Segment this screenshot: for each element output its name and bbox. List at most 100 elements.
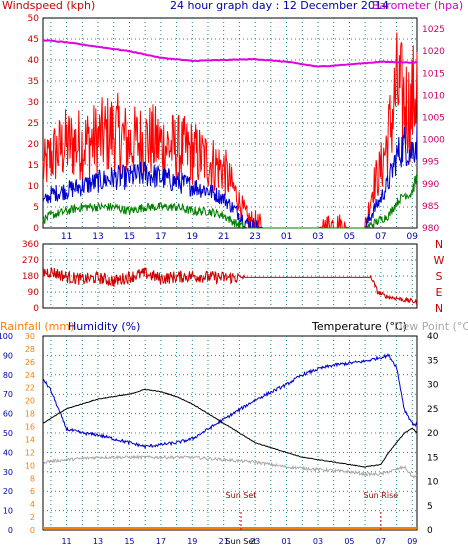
wind-panel: 0510152025303540455098098599099510001005… [28,14,446,242]
time-tick: 09 [407,232,419,242]
temp-plot-area [42,335,418,531]
temp-panel: Sun Set Sun Rise 010203040506070809010002… [0,332,439,546]
direction-tick: 360 [22,240,39,250]
time-tick: 05 [344,537,354,546]
time-tick: 01 [281,537,291,546]
rain-tick: 30 [25,332,35,341]
time-tick: 19 [187,232,199,242]
rain-tick: 10 [25,461,35,470]
temperature-tick: 35 [427,356,438,366]
sunrise-label: Sun Rise [364,491,399,500]
dewpoint-line [42,454,418,480]
temp-axes: 0102030405060708090100024681012141618202… [0,332,439,546]
windspeed-tick: 30 [28,98,40,108]
wind-grid [43,18,417,228]
time-tick: 11 [61,232,72,242]
temperature-axis-title: Temperature (°C) [311,320,407,333]
rain-tick: 4 [30,500,35,509]
windspeed-tick: 25 [28,119,39,129]
windspeed-tick: 35 [28,77,39,87]
rain-tick: 18 [25,410,35,419]
chart-title: 24 hour graph day : 12 December 2014 [170,0,389,12]
compass-label: N [435,302,443,315]
humidity-tick: 0 [8,526,13,535]
windspeed-tick: 15 [28,161,39,171]
humidity-tick: 80 [3,371,13,380]
temperature-tick: 30 [427,381,439,391]
time-tick: 03 [312,232,323,242]
barometer-tick: 1005 [422,113,445,123]
humidity-tick: 90 [3,351,13,360]
humidity-tick: 10 [3,507,13,516]
temperature-tick: 15 [427,453,438,463]
time-tick: 21 [218,232,229,242]
time-tick: 07 [376,537,386,546]
temperature-tick: 10 [427,478,439,488]
time-tick: 01 [281,232,292,242]
temperature-tick: 0 [427,526,433,536]
temperature-tick: 20 [427,429,439,439]
temperature-tick: 25 [427,405,438,415]
time-tick: 09 [407,537,417,546]
compass-label: S [436,270,443,283]
barometer-tick: 1000 [422,136,445,146]
barometer-tick: 1010 [422,91,445,101]
compass-label: N [435,238,443,251]
time-tick: 03 [313,537,323,546]
dewpoint-axis-title: Dew Point (°C) [394,320,468,333]
time-tick: 23 [250,537,260,546]
temp-series: Sun Set Sun Rise [42,352,418,530]
time-tick: 17 [155,232,166,242]
rain-tick: 22 [25,384,35,393]
wind-axes: 0510152025303540455098098599099510001005… [28,14,446,242]
rain-tick: 12 [25,448,35,457]
time-tick: 15 [124,537,134,546]
temperature-line [42,388,418,468]
barometer-line [42,38,418,68]
time-tick: 07 [375,232,386,242]
windspeed-tick: 45 [28,35,39,45]
rain-tick: 20 [25,397,35,406]
direction-tick: 0 [33,304,39,314]
time-tick: 23 [249,232,260,242]
time-tick: 21 [219,537,229,546]
barometer-tick: 1015 [422,69,445,79]
rain-tick: 0 [30,526,35,535]
rain-tick: 26 [25,358,35,367]
windspeed-tick: 5 [33,203,39,213]
time-tick: 19 [187,537,197,546]
direction-series [42,267,418,305]
windspeed-tick: 0 [33,224,39,234]
windspeed-tick: 10 [28,182,40,192]
direction-tick: 270 [22,256,39,266]
temperature-tick: 40 [427,332,439,342]
barometer-tick: 1025 [422,25,445,35]
rain-tick: 2 [30,513,35,522]
rain-tick: 24 [25,371,35,380]
barometer-tick: 985 [422,202,439,212]
humidity-tick: 40 [3,448,13,457]
direction-tick: 90 [28,288,40,298]
direction-line [42,267,418,305]
rain-tick: 14 [25,435,35,444]
time-tick: 13 [92,232,103,242]
sunset-time-tick: Sun Set [226,537,257,546]
humidity-tick: 60 [3,410,13,419]
compass-label: E [436,286,443,299]
humidity-tick: 100 [0,332,13,341]
time-tick: 05 [344,232,355,242]
compass-label: W [434,254,445,267]
windspeed-tick: 20 [28,140,40,150]
time-tick: 13 [93,537,103,546]
time-tick: 17 [156,537,166,546]
rain-tick: 8 [30,474,35,483]
windspeed-tick: 50 [28,14,40,24]
humidity-tick: 20 [3,487,13,496]
barometer-tick: 995 [422,158,439,168]
barometer-tick: 980 [422,224,439,234]
humidity-tick: 30 [3,468,13,477]
rain-tick: 28 [25,345,35,354]
sunset-label: Sun Set [226,491,257,500]
